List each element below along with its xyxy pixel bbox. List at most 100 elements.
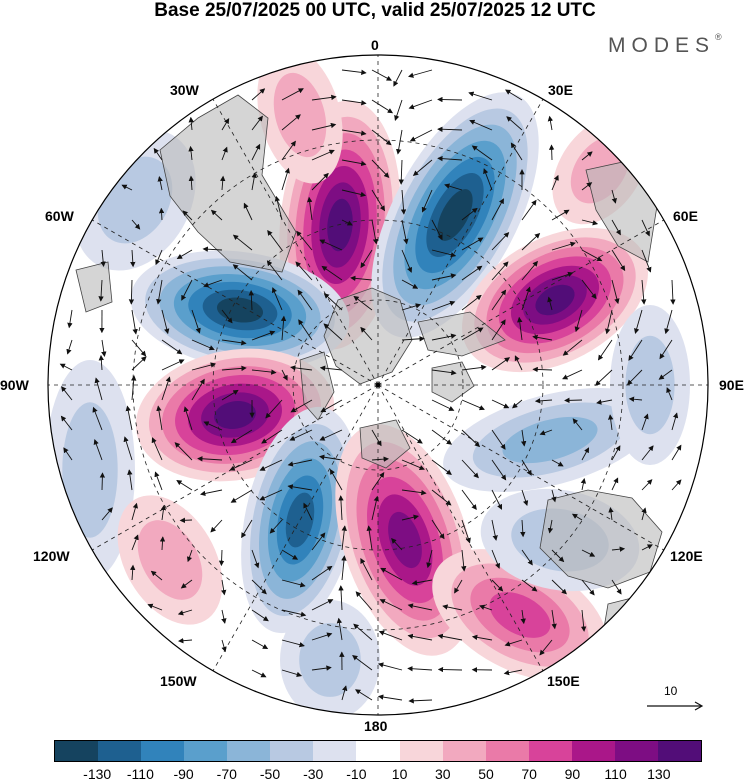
wind-arrow (551, 271, 574, 281)
wind-arrow (338, 585, 344, 611)
wind-arrow (181, 279, 193, 301)
wind-arrow (595, 369, 613, 386)
wind-arrow (371, 99, 394, 114)
wind-arrow (63, 447, 73, 461)
wind-arrow (221, 579, 227, 596)
wind-arrow (267, 229, 283, 251)
wind-arrow (295, 261, 313, 281)
wind-arrow (431, 333, 457, 341)
wind-arrow (491, 429, 506, 450)
wind-arrow (521, 232, 541, 251)
wind-arrow (491, 319, 506, 341)
wind-arrow (641, 479, 653, 491)
wind-arrow (251, 369, 277, 375)
meridian-line (212, 384, 379, 671)
wind-arrow (562, 369, 583, 380)
wind-arrow (521, 549, 533, 566)
wind-arrow (221, 118, 230, 131)
wind-arrow (471, 634, 493, 641)
colorbar-tick-label: -90 (173, 766, 194, 782)
wind-arrow (437, 666, 463, 673)
wind-arrow (421, 189, 433, 213)
wind-arrow (512, 399, 523, 409)
wind-arrow (539, 639, 553, 656)
wind-arrow (611, 546, 626, 552)
wind-arrow (581, 549, 596, 557)
wind-arrow (431, 459, 452, 475)
wind-arrow (380, 567, 403, 581)
wind-arrow (203, 421, 223, 431)
anomaly-contour (535, 284, 575, 316)
wind-arrow (491, 399, 510, 409)
anomaly-contour (502, 416, 598, 464)
wind-arrow (506, 116, 523, 131)
wind-arrow (407, 666, 433, 672)
wind-arrow (605, 309, 613, 335)
wind-arrow (155, 249, 163, 266)
wind-arrow (341, 99, 367, 106)
wind-arrow (521, 199, 537, 221)
wind-arrow (491, 289, 507, 311)
lon-label-30e: 30E (548, 82, 573, 98)
wind-arrow (251, 639, 269, 650)
wind-arrow (287, 459, 313, 467)
wind-arrow (341, 219, 353, 226)
wind-arrow (281, 639, 305, 648)
wind-arrow (174, 442, 193, 461)
wind-arrow (514, 355, 523, 371)
lon-label-60e: 60E (673, 208, 698, 224)
wind-arrow (101, 507, 113, 521)
wind-arrow (581, 279, 597, 300)
wind-arrow (411, 579, 433, 586)
colorbar-bin (442, 741, 486, 761)
colorbar-tick-label: -50 (259, 766, 281, 782)
wind-arrow (377, 662, 403, 671)
wind-arrow (461, 519, 471, 544)
wind-arrow (641, 507, 647, 521)
registered-mark: ® (715, 32, 722, 42)
wind-arrow (581, 182, 593, 191)
wind-arrow (371, 159, 390, 178)
wind-arrow (491, 579, 504, 592)
wind-arrow (521, 260, 538, 281)
lon-label-150e: 150E (547, 673, 580, 689)
wind-arrow (336, 617, 343, 641)
wind-arrow (311, 149, 335, 161)
wind-arrow (547, 115, 554, 131)
wind-arrow (407, 633, 433, 641)
wind-arrow (311, 665, 332, 671)
wind-arrow (444, 183, 463, 191)
wind-arrow (200, 489, 223, 497)
anomaly-contour (214, 401, 256, 429)
latitude-circle (212, 219, 544, 551)
south-pole-dot (375, 382, 381, 388)
wind-arrow (597, 339, 613, 361)
meridian-line (92, 219, 379, 386)
wind-arrow (280, 315, 287, 341)
anomaly-contour (388, 511, 422, 569)
wind-arrow (281, 609, 307, 617)
wind-arrow (628, 396, 643, 402)
wind-arrow (191, 309, 201, 334)
wind-arrow (431, 399, 455, 411)
wind-arrow (534, 398, 553, 404)
wind-arrow (251, 88, 266, 101)
colorbar-bin (270, 741, 314, 761)
wind-arrow (360, 326, 373, 341)
wind-arrow (188, 116, 194, 131)
wind-arrow (521, 459, 532, 476)
wind-arrow (408, 698, 433, 704)
colorbar-bin (98, 741, 142, 761)
wind-arrow (241, 519, 253, 539)
wind-arrow (130, 249, 136, 268)
wind-arrow (221, 639, 227, 653)
wind-arrow (289, 429, 313, 441)
wind-arrow (281, 167, 290, 191)
lon-label-90w: 90W (0, 377, 29, 393)
wind-arrow (123, 436, 133, 461)
colorbar-tick-label: 10 (391, 766, 408, 782)
wind-arrow (320, 399, 343, 413)
colorbar-bin (184, 741, 228, 761)
wind-arrow (176, 249, 193, 259)
wind-arrow (153, 147, 163, 161)
